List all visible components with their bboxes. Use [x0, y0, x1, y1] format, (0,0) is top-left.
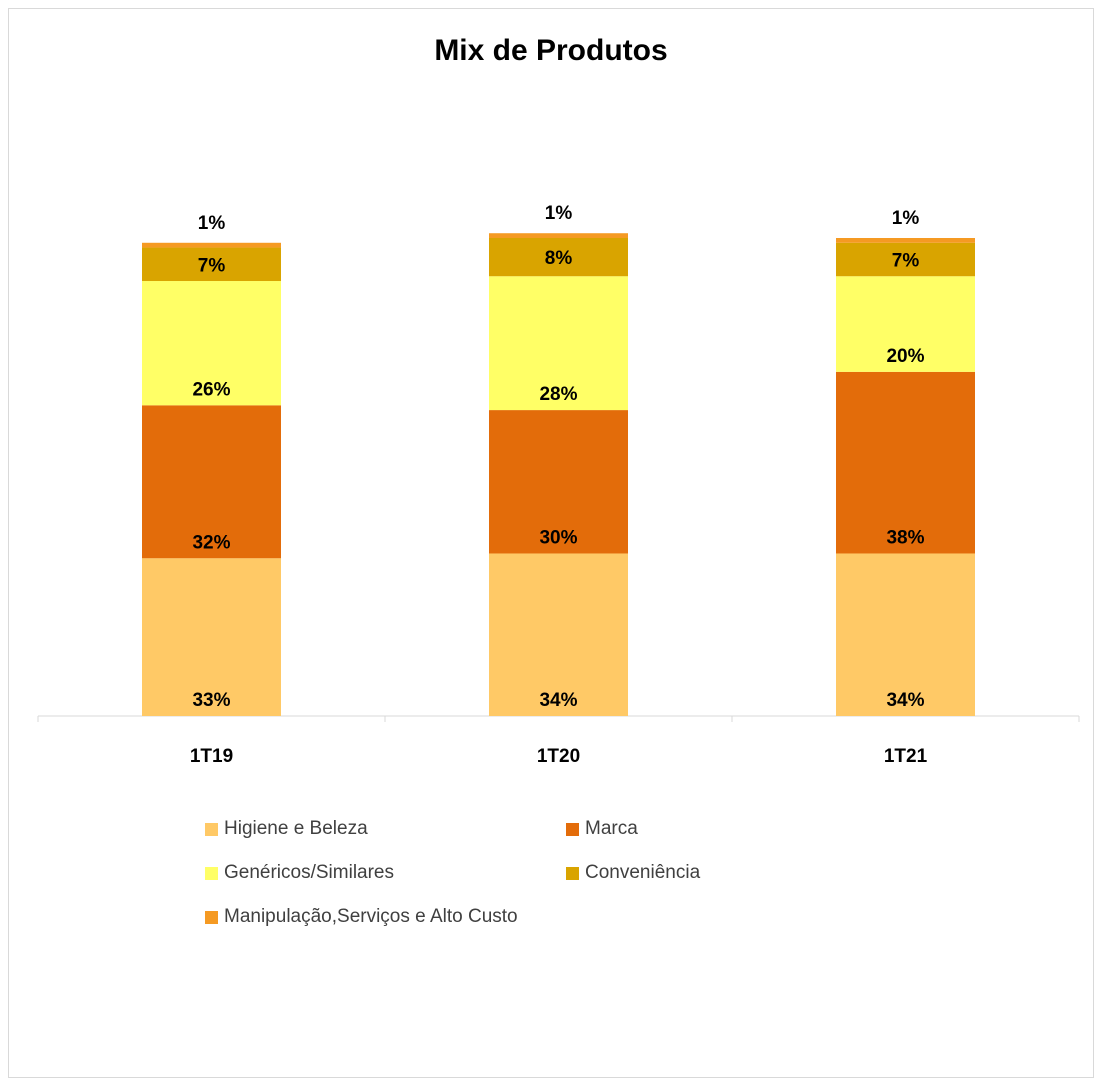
bar-segment-3-1T20 [489, 238, 628, 277]
data-label: 1% [545, 203, 573, 224]
legend-label: Higiene e Beleza [224, 818, 368, 839]
x-tick-label: 1T20 [537, 746, 580, 767]
legend-item: Genéricos/Similares [205, 862, 394, 884]
legend-item: Marca [566, 818, 638, 840]
data-label: 34% [886, 690, 924, 711]
bar-segment-1-1T20 [489, 410, 628, 554]
x-tick-label: 1T19 [190, 746, 233, 767]
legend-label: Marca [585, 818, 638, 839]
data-label: 1% [198, 213, 226, 234]
data-label: 7% [198, 255, 226, 276]
bar-segment-3-1T21 [836, 242, 975, 277]
bar-segment-4-1T19 [142, 242, 281, 248]
data-label: 34% [539, 690, 577, 711]
legend-item: Conveniência [566, 862, 700, 884]
legend-swatch [205, 866, 218, 880]
chart-title: Mix de Produtos [434, 34, 668, 67]
data-label: 1% [892, 208, 920, 229]
legend-swatch [566, 866, 579, 880]
legend-swatch [566, 822, 579, 836]
bar-segment-2-1T21 [836, 276, 975, 372]
x-tick-label: 1T21 [884, 746, 928, 767]
data-label: 20% [886, 346, 924, 367]
bar-segment-4-1T20 [489, 233, 628, 238]
legend-swatch [205, 822, 218, 836]
data-label: 33% [192, 690, 230, 711]
bar-segment-4-1T21 [836, 238, 975, 243]
bar-segment-3-1T19 [142, 247, 281, 282]
legend-label: Genéricos/Similares [224, 862, 394, 883]
bar-segment-0-1T20 [489, 553, 628, 716]
bar-segment-0-1T21 [836, 553, 975, 716]
legend-item: Higiene e Beleza [205, 818, 368, 840]
legend-label: Manipulação,Serviços e Alto Custo [224, 906, 518, 927]
data-label: 30% [539, 527, 577, 548]
data-label: 26% [192, 379, 230, 400]
bar-segment-2-1T19 [142, 281, 281, 406]
bar-segment-0-1T19 [142, 558, 281, 716]
legend-label: Conveniência [585, 862, 701, 883]
data-label: 32% [192, 532, 230, 553]
data-label: 38% [886, 527, 924, 548]
data-label: 28% [539, 384, 577, 405]
bar-segment-1-1T21 [836, 371, 975, 554]
data-label: 8% [545, 248, 573, 269]
legend-item: Manipulação,Serviços e Alto Custo [205, 906, 518, 928]
data-label: 7% [892, 251, 920, 272]
legend-swatch [205, 910, 218, 924]
bar-segment-2-1T20 [489, 276, 628, 411]
bar-segment-1-1T19 [142, 405, 281, 559]
